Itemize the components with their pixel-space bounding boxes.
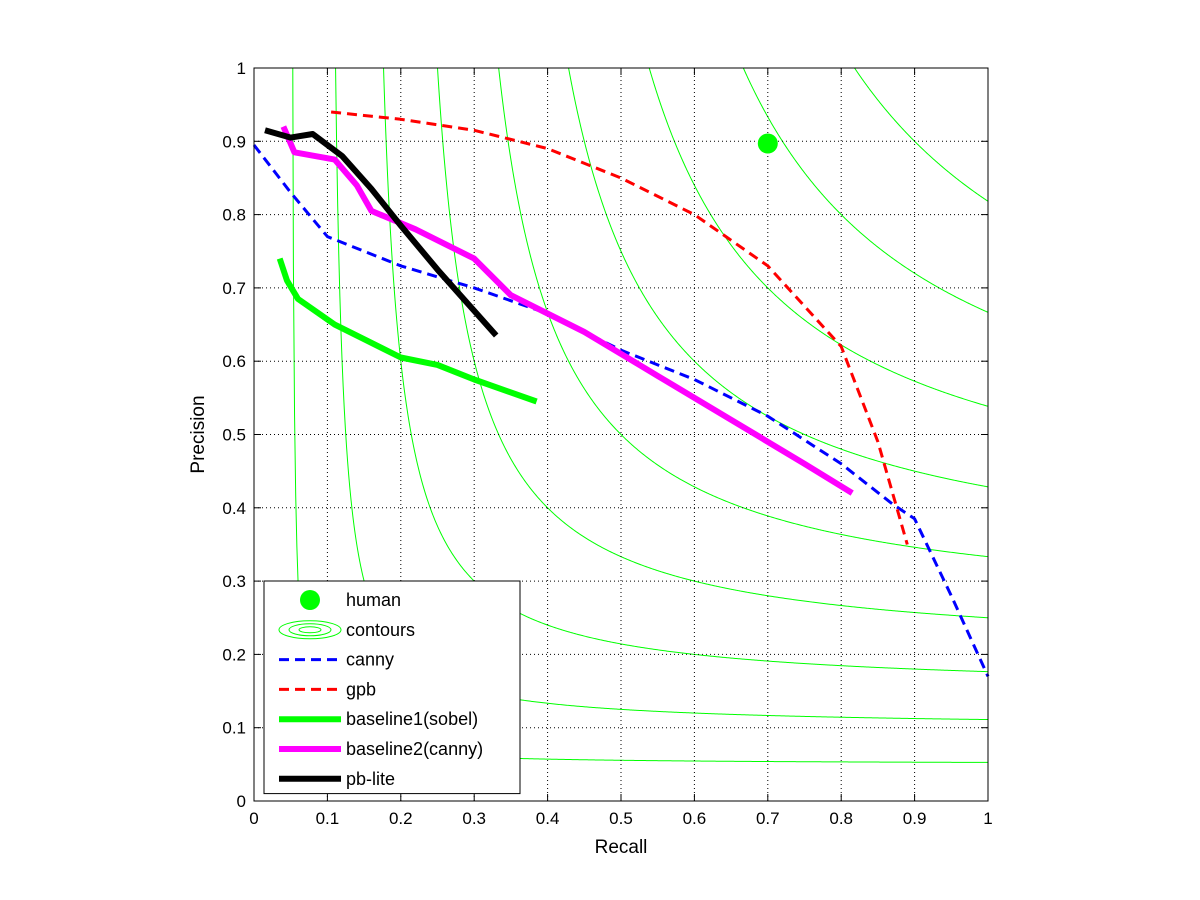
y-tick-label: 0.9 (222, 132, 246, 151)
y-tick-label: 0.8 (222, 206, 246, 225)
x-tick-label: 0.3 (462, 809, 486, 828)
contour-line (568, 68, 988, 488)
x-tick-label: 0.6 (683, 809, 707, 828)
y-tick-label: 0.3 (222, 572, 246, 591)
x-tick-label: 0.7 (756, 809, 780, 828)
y-axis-label: Precision (188, 395, 209, 473)
canny-line (252, 144, 990, 678)
contour-line (648, 68, 988, 407)
legend-label-contours: contours (346, 620, 415, 640)
x-tick-label: 0 (249, 809, 258, 828)
y-tick-label: 0.7 (222, 279, 246, 298)
series-layer (252, 110, 990, 678)
human-point (757, 133, 778, 154)
pb-lite-line (264, 127, 499, 338)
legend-swatch-contours (278, 620, 342, 640)
x-axis-label: Recall (595, 837, 648, 858)
legend: human contours canny gpb baseline1(sobel) bas… (263, 580, 521, 795)
x-tick-label: 1 (983, 809, 992, 828)
legend-label-baseline2-canny: baseline2(canny) (346, 739, 483, 759)
x-tick-label: 0.5 (609, 809, 633, 828)
legend-label-canny: canny (346, 650, 394, 670)
contour-line (383, 68, 988, 673)
contour-line (498, 68, 988, 558)
contour-line (853, 68, 988, 202)
x-tick-label: 0.8 (829, 809, 853, 828)
contour-line (742, 68, 988, 313)
baseline1-sobel-line (276, 257, 538, 405)
x-tick-label: 0.9 (903, 809, 927, 828)
x-tick-label: 0.4 (536, 809, 560, 828)
legend-box (263, 580, 521, 795)
y-tick-label: 1 (237, 59, 246, 78)
y-tick-label: 0.1 (222, 719, 246, 738)
legend-label-gpb: gpb (346, 679, 376, 699)
y-tick-label: 0.2 (222, 645, 246, 664)
legend-label-baseline1-sobel: baseline1(sobel) (346, 709, 478, 729)
gpb-line (330, 110, 909, 545)
x-tick-label: 0.1 (316, 809, 340, 828)
legend-swatch-human (300, 590, 320, 610)
y-tick-label: 0.6 (222, 352, 246, 371)
x-tick-label: 0.2 (389, 809, 413, 828)
baseline2-canny-line (280, 125, 854, 496)
legend-label-pb-lite: pb-lite (346, 769, 395, 789)
y-tick-label: 0.5 (222, 426, 246, 445)
y-tick-label: 0.4 (222, 499, 246, 518)
legend-label-human: human (346, 590, 401, 610)
axis-ticks: 0 0.1 0.2 0.3 0.4 0.5 0.6 0.7 0.8 0.9 1 0 0.1 0.2 0.3 0… (222, 59, 992, 828)
y-tick-label: 0 (237, 792, 246, 811)
